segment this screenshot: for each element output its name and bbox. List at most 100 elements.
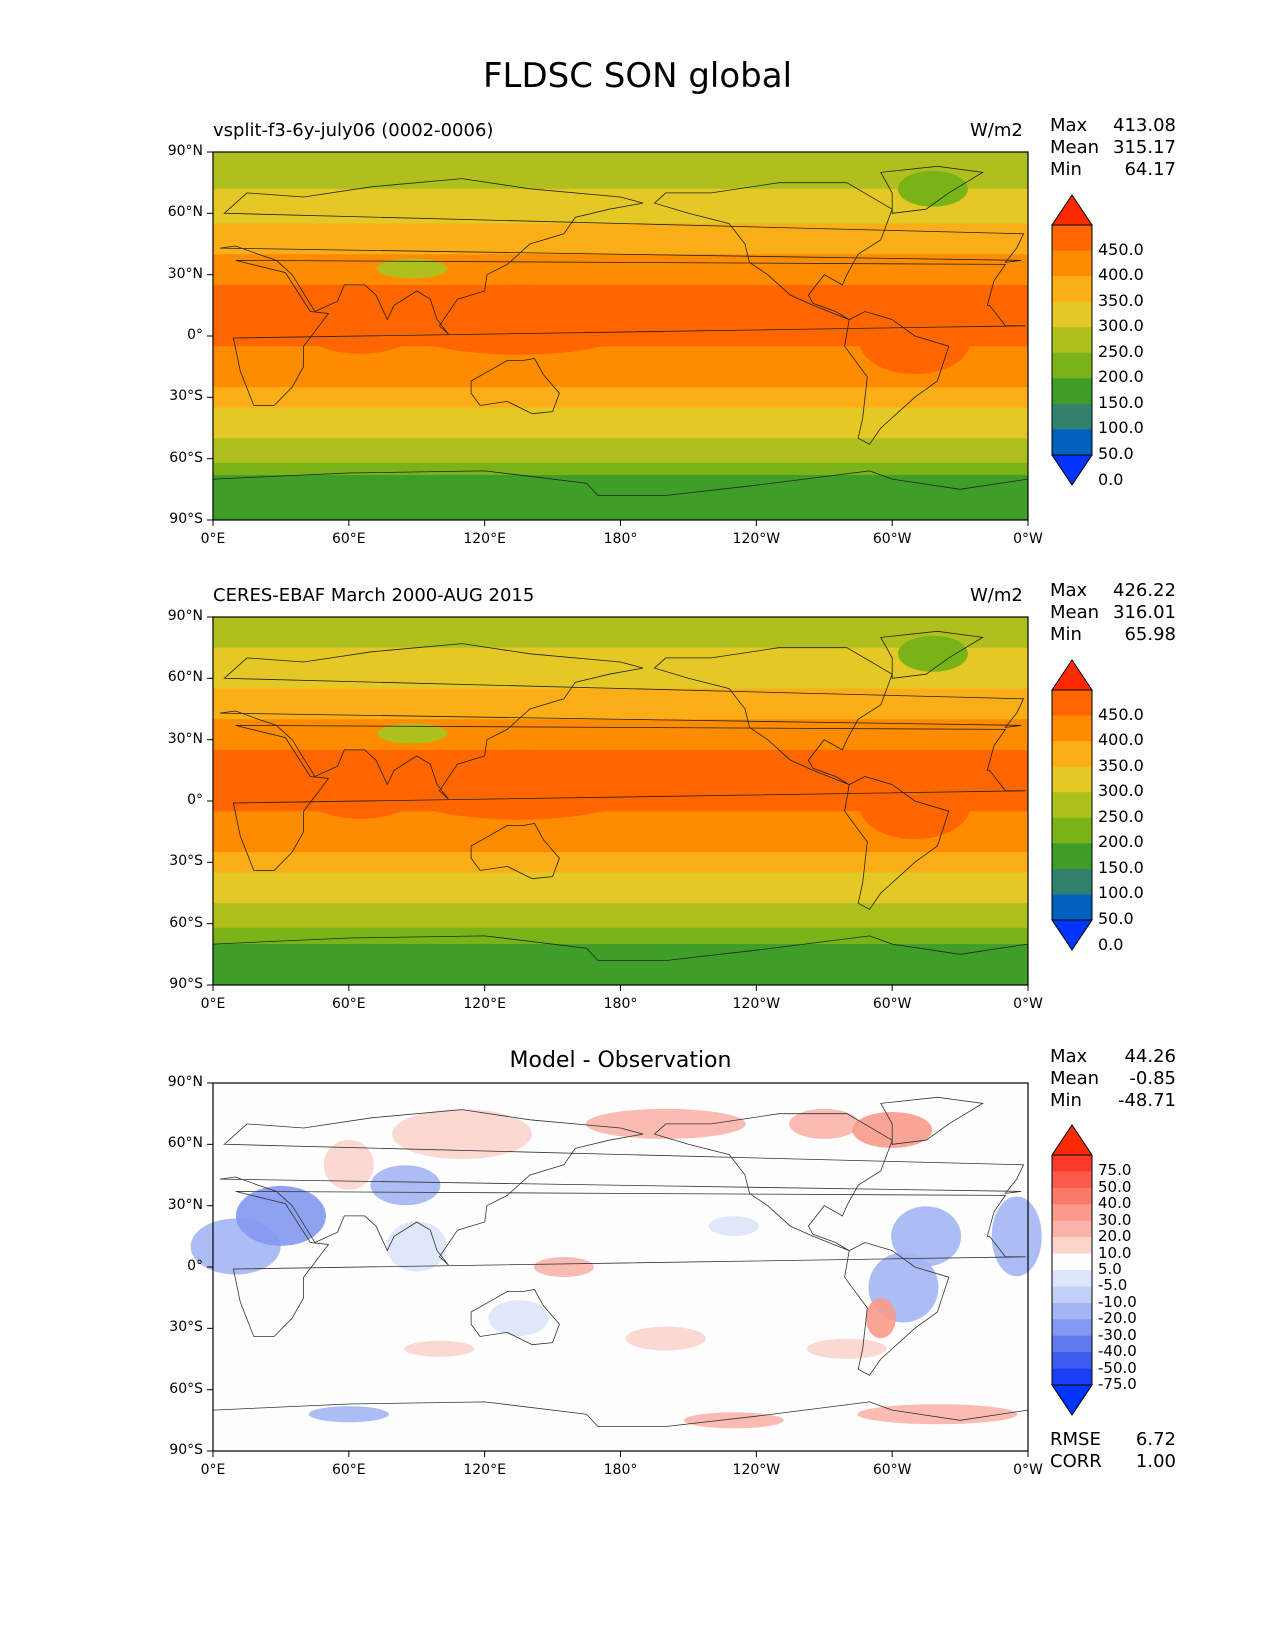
map-field-difference bbox=[190, 1083, 1042, 1451]
stat-label: Min bbox=[1050, 624, 1082, 645]
diff-blob bbox=[323, 1139, 374, 1190]
colorbar-level-label: 250.0 bbox=[1098, 806, 1144, 826]
coastline-5 bbox=[880, 165, 984, 214]
lat-tick-label: 0° bbox=[187, 1258, 203, 1274]
stat-label: Min bbox=[1050, 159, 1082, 180]
colorbar-segment bbox=[1052, 378, 1092, 405]
lon-tick-label: 0°E bbox=[200, 996, 226, 1012]
lon-tick-label: 180° bbox=[603, 996, 638, 1012]
lat-tick-label: 30°S bbox=[169, 853, 203, 870]
colorbar-level-label: 300.0 bbox=[1098, 781, 1144, 801]
colorbar-level-label: 0.0 bbox=[1098, 469, 1124, 489]
colorbar-segment bbox=[1052, 1335, 1092, 1353]
coastline-0 bbox=[232, 725, 1026, 871]
field-band bbox=[213, 617, 1028, 649]
lon-tick-label: 60°W bbox=[872, 1462, 912, 1478]
colorbar-segment bbox=[1052, 868, 1092, 895]
colorbar-level-label: 450.0 bbox=[1098, 704, 1144, 724]
lon-tick-label: 0°W bbox=[1013, 1462, 1043, 1478]
south-america-max bbox=[859, 310, 970, 375]
colorbar-level-label: 150.0 bbox=[1098, 392, 1144, 412]
colorbar-level-label: 200.0 bbox=[1098, 367, 1144, 387]
stat-max-value: 44.26 bbox=[1124, 1046, 1176, 1067]
panel-obs-units: W/m2 bbox=[970, 585, 1023, 606]
diff-blob bbox=[625, 1326, 706, 1351]
colorbar-level-label: 350.0 bbox=[1098, 290, 1144, 310]
colorbar-level-label: 50.0 bbox=[1098, 909, 1134, 928]
lat-tick-label: 60°N bbox=[167, 204, 203, 221]
colorbar-segment bbox=[1052, 1270, 1092, 1287]
colorbar-extend-max bbox=[1051, 659, 1093, 691]
lon-tick-label: 60°E bbox=[331, 1462, 366, 1478]
colorbar-level-label: -50.0 bbox=[1098, 1358, 1137, 1377]
greenland-low bbox=[897, 635, 968, 672]
field-band bbox=[213, 407, 1028, 439]
coastline-3 bbox=[844, 776, 950, 910]
stat-min-value: -48.71 bbox=[1117, 1090, 1176, 1111]
lon-tick-label: 60°W bbox=[872, 996, 912, 1012]
colorbar-level-label: -20.0 bbox=[1098, 1309, 1137, 1328]
diff-blob bbox=[370, 1165, 441, 1206]
warm-pool bbox=[388, 284, 649, 355]
lat-tick-label: 0° bbox=[187, 792, 203, 808]
stat-label: Max bbox=[1050, 1046, 1088, 1067]
coastline-2 bbox=[653, 647, 893, 785]
colorbar-level-label: 100.0 bbox=[1098, 883, 1144, 903]
colorbar-level-label: 40.0 bbox=[1098, 1194, 1132, 1213]
stat-corr-value: 1.00 bbox=[1135, 1451, 1176, 1472]
lon-tick-label: 0°E bbox=[200, 531, 226, 547]
lat-tick-label: 30°N bbox=[167, 1196, 203, 1213]
field-band bbox=[213, 719, 1028, 751]
lat-tick-label: 30°N bbox=[167, 730, 203, 747]
lon-tick-label: 60°E bbox=[331, 531, 366, 547]
panel-diff-footer-stats: RMSE 6.72 CORR 1.00 bbox=[1050, 1429, 1176, 1473]
colorbar-level-label: -5.0 bbox=[1098, 1276, 1128, 1295]
lat-tick-label: 60°S bbox=[169, 449, 203, 466]
colorbar-extend-min bbox=[1051, 454, 1093, 486]
field-band bbox=[213, 438, 1028, 464]
panel-diff-stats: Max 44.26 Mean -0.85 Min -48.71 bbox=[1050, 1046, 1176, 1112]
stat-min-value: 65.98 bbox=[1124, 624, 1176, 645]
colorbar-extend-min bbox=[1051, 1384, 1093, 1416]
indian-ocean-max bbox=[300, 762, 421, 819]
field-band bbox=[213, 872, 1028, 904]
coastline-2 bbox=[653, 1113, 893, 1251]
diff-blob bbox=[806, 1338, 887, 1359]
field-band bbox=[213, 223, 1028, 255]
diff-blob bbox=[308, 1406, 389, 1423]
colorbar-segment bbox=[1052, 1253, 1092, 1271]
colorbar-level-label: 30.0 bbox=[1098, 1210, 1132, 1229]
field-band bbox=[213, 688, 1028, 720]
figure-title: FLDSC SON global bbox=[482, 56, 793, 96]
colorbar-extend-max bbox=[1051, 194, 1093, 226]
field-band bbox=[213, 152, 1028, 190]
diff-blob bbox=[488, 1300, 549, 1337]
colorbar-segment bbox=[1052, 894, 1092, 921]
stat-label: Max bbox=[1050, 115, 1088, 136]
coastline-0 bbox=[232, 1191, 1026, 1337]
colorbar-segment bbox=[1052, 715, 1092, 742]
colorbar-level-label: 350.0 bbox=[1098, 755, 1144, 775]
coastline-1 bbox=[219, 643, 1025, 800]
diff-blob bbox=[789, 1108, 860, 1139]
colorbar-segment bbox=[1052, 843, 1092, 870]
diff-blob bbox=[991, 1196, 1042, 1277]
colorbar-obs bbox=[1051, 659, 1093, 951]
colorbar-level-label: 0.0 bbox=[1098, 934, 1124, 954]
lon-tick-label: 60°W bbox=[872, 531, 912, 547]
coastlines bbox=[212, 165, 1029, 521]
coastline-3 bbox=[844, 311, 950, 445]
diff-blob bbox=[235, 1185, 326, 1246]
warm-pool bbox=[388, 749, 649, 820]
colorbar-segment bbox=[1052, 741, 1092, 768]
coastline-1 bbox=[219, 178, 1025, 335]
lon-tick-label: 0°W bbox=[1013, 531, 1043, 547]
colorbar-segment bbox=[1052, 690, 1092, 717]
panel-obs-title: CERES-EBAF March 2000-AUG 2015 bbox=[213, 585, 535, 606]
colorbar-segment bbox=[1052, 792, 1092, 819]
panel-diff-title: Model - Observation bbox=[509, 1048, 732, 1073]
coastline-5 bbox=[880, 630, 984, 679]
diff-blob bbox=[708, 1216, 759, 1237]
coastline-4 bbox=[470, 358, 560, 415]
colorbar-diff bbox=[1051, 1124, 1093, 1416]
